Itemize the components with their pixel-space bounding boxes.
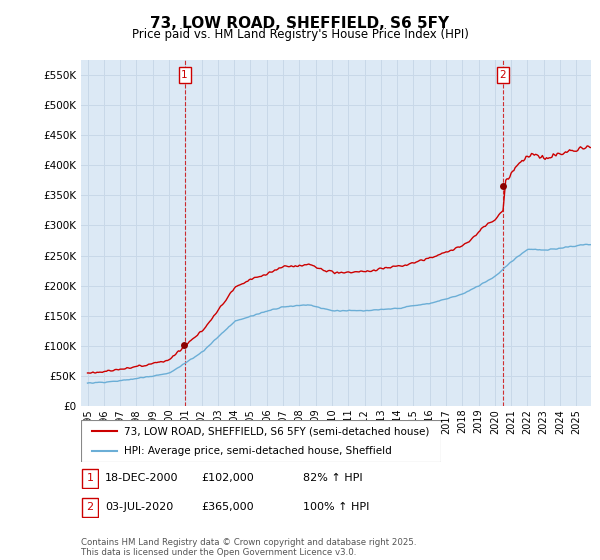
Text: 1: 1	[86, 473, 94, 483]
Text: £102,000: £102,000	[201, 473, 254, 483]
Text: 73, LOW ROAD, SHEFFIELD, S6 5FY: 73, LOW ROAD, SHEFFIELD, S6 5FY	[151, 16, 449, 31]
Text: 18-DEC-2000: 18-DEC-2000	[105, 473, 179, 483]
Text: Price paid vs. HM Land Registry's House Price Index (HPI): Price paid vs. HM Land Registry's House …	[131, 28, 469, 41]
Text: 2: 2	[500, 70, 506, 80]
Text: 03-JUL-2020: 03-JUL-2020	[105, 502, 173, 512]
Text: Contains HM Land Registry data © Crown copyright and database right 2025.
This d: Contains HM Land Registry data © Crown c…	[81, 538, 416, 557]
FancyBboxPatch shape	[82, 498, 98, 517]
FancyBboxPatch shape	[82, 469, 98, 488]
Text: £365,000: £365,000	[201, 502, 254, 512]
Text: 73, LOW ROAD, SHEFFIELD, S6 5FY (semi-detached house): 73, LOW ROAD, SHEFFIELD, S6 5FY (semi-de…	[124, 426, 430, 436]
Text: 100% ↑ HPI: 100% ↑ HPI	[303, 502, 370, 512]
FancyBboxPatch shape	[81, 420, 441, 462]
Text: 2: 2	[86, 502, 94, 512]
Text: 82% ↑ HPI: 82% ↑ HPI	[303, 473, 362, 483]
Text: HPI: Average price, semi-detached house, Sheffield: HPI: Average price, semi-detached house,…	[124, 446, 392, 456]
Text: 1: 1	[181, 70, 188, 80]
